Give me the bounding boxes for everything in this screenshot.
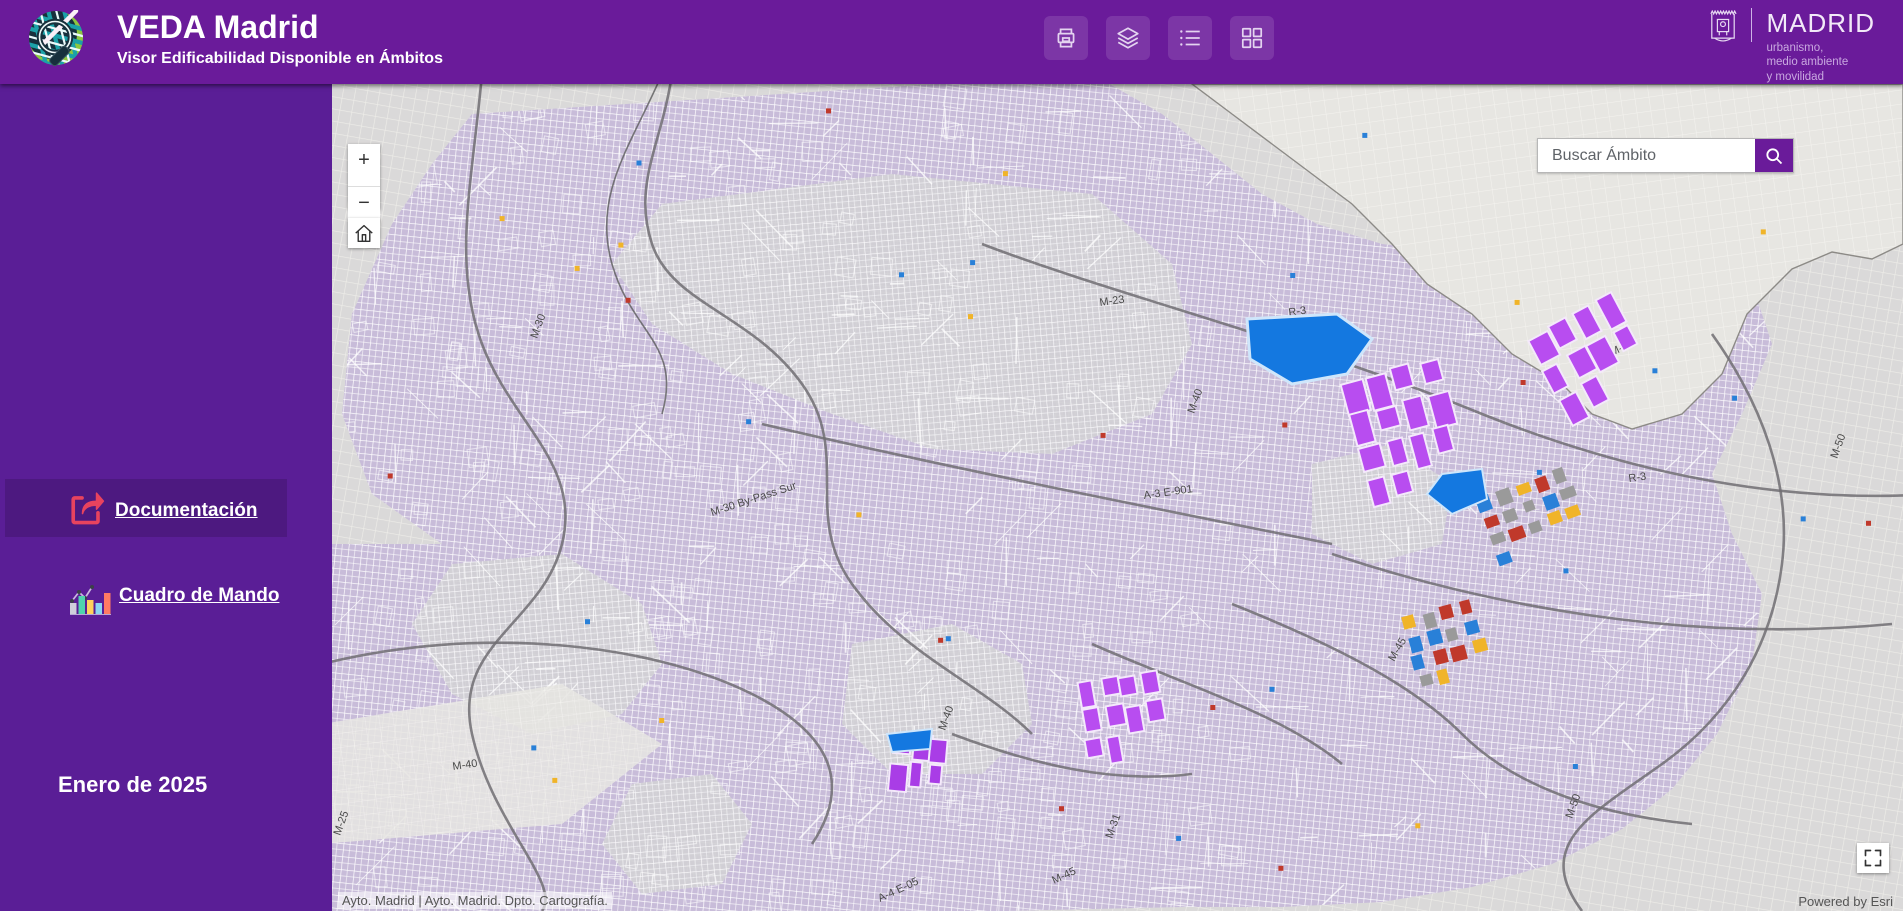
- svg-text:R-3: R-3: [1628, 471, 1647, 485]
